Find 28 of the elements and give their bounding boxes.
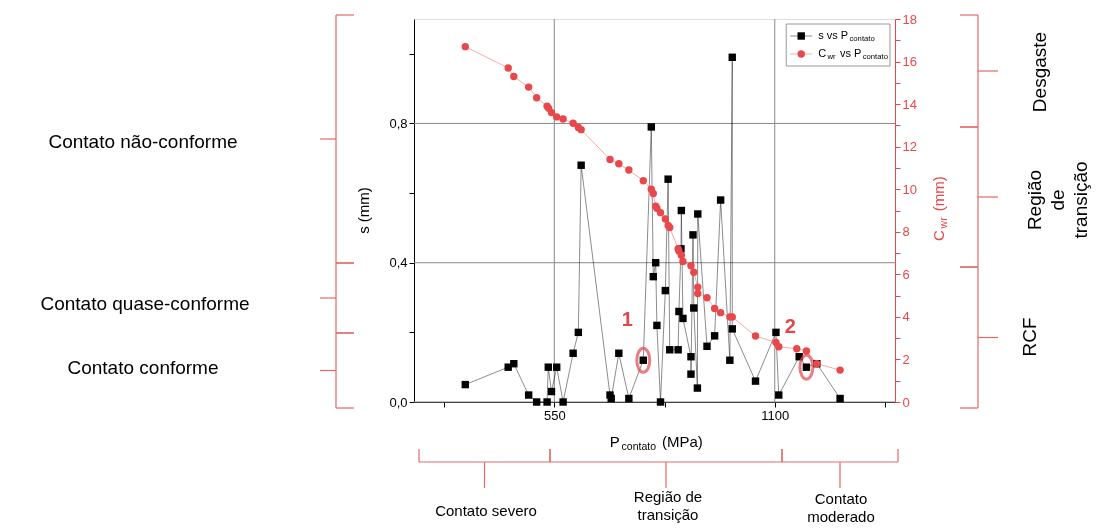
annotation: 1 (621, 308, 633, 331)
y-tick-label: 0,4 (389, 255, 408, 271)
y2-tick-label: 6 (902, 266, 910, 282)
y2-tick-label: 8 (902, 224, 910, 240)
text: Contato não-conforme (48, 131, 238, 152)
y2-tick-label: 16 (902, 54, 917, 70)
y-axis-title: s (mm) (355, 187, 372, 234)
x-tick-label: 1100 (761, 407, 790, 423)
y2-tick-label: 18 (902, 11, 917, 27)
text: Região de transição (633, 488, 703, 523)
y2-tick-label: 2 (902, 351, 910, 367)
text: Desgaste (1029, 31, 1050, 113)
y-tick-label: 0,0 (389, 394, 408, 410)
y2-tick-label: 12 (902, 139, 917, 155)
annotation: 2 (784, 315, 796, 338)
text: Região de transição (1024, 161, 1091, 239)
x-tick-label: 550 (543, 407, 566, 423)
y2-tick-label: 4 (902, 309, 910, 325)
text: Contato moderado (807, 490, 875, 525)
y2-axis-title: Cwr (mm) (930, 176, 949, 242)
y2-tick-label: 0 (902, 394, 910, 410)
text: Contato quase-conforme (40, 293, 250, 314)
text: Contato conforme (67, 357, 219, 378)
text: Contato severo (435, 502, 537, 519)
text: RCF (1019, 317, 1040, 357)
y-tick-label: 0,8 (389, 115, 408, 131)
y2-tick-label: 10 (902, 181, 917, 197)
y2-tick-label: 14 (902, 96, 917, 112)
